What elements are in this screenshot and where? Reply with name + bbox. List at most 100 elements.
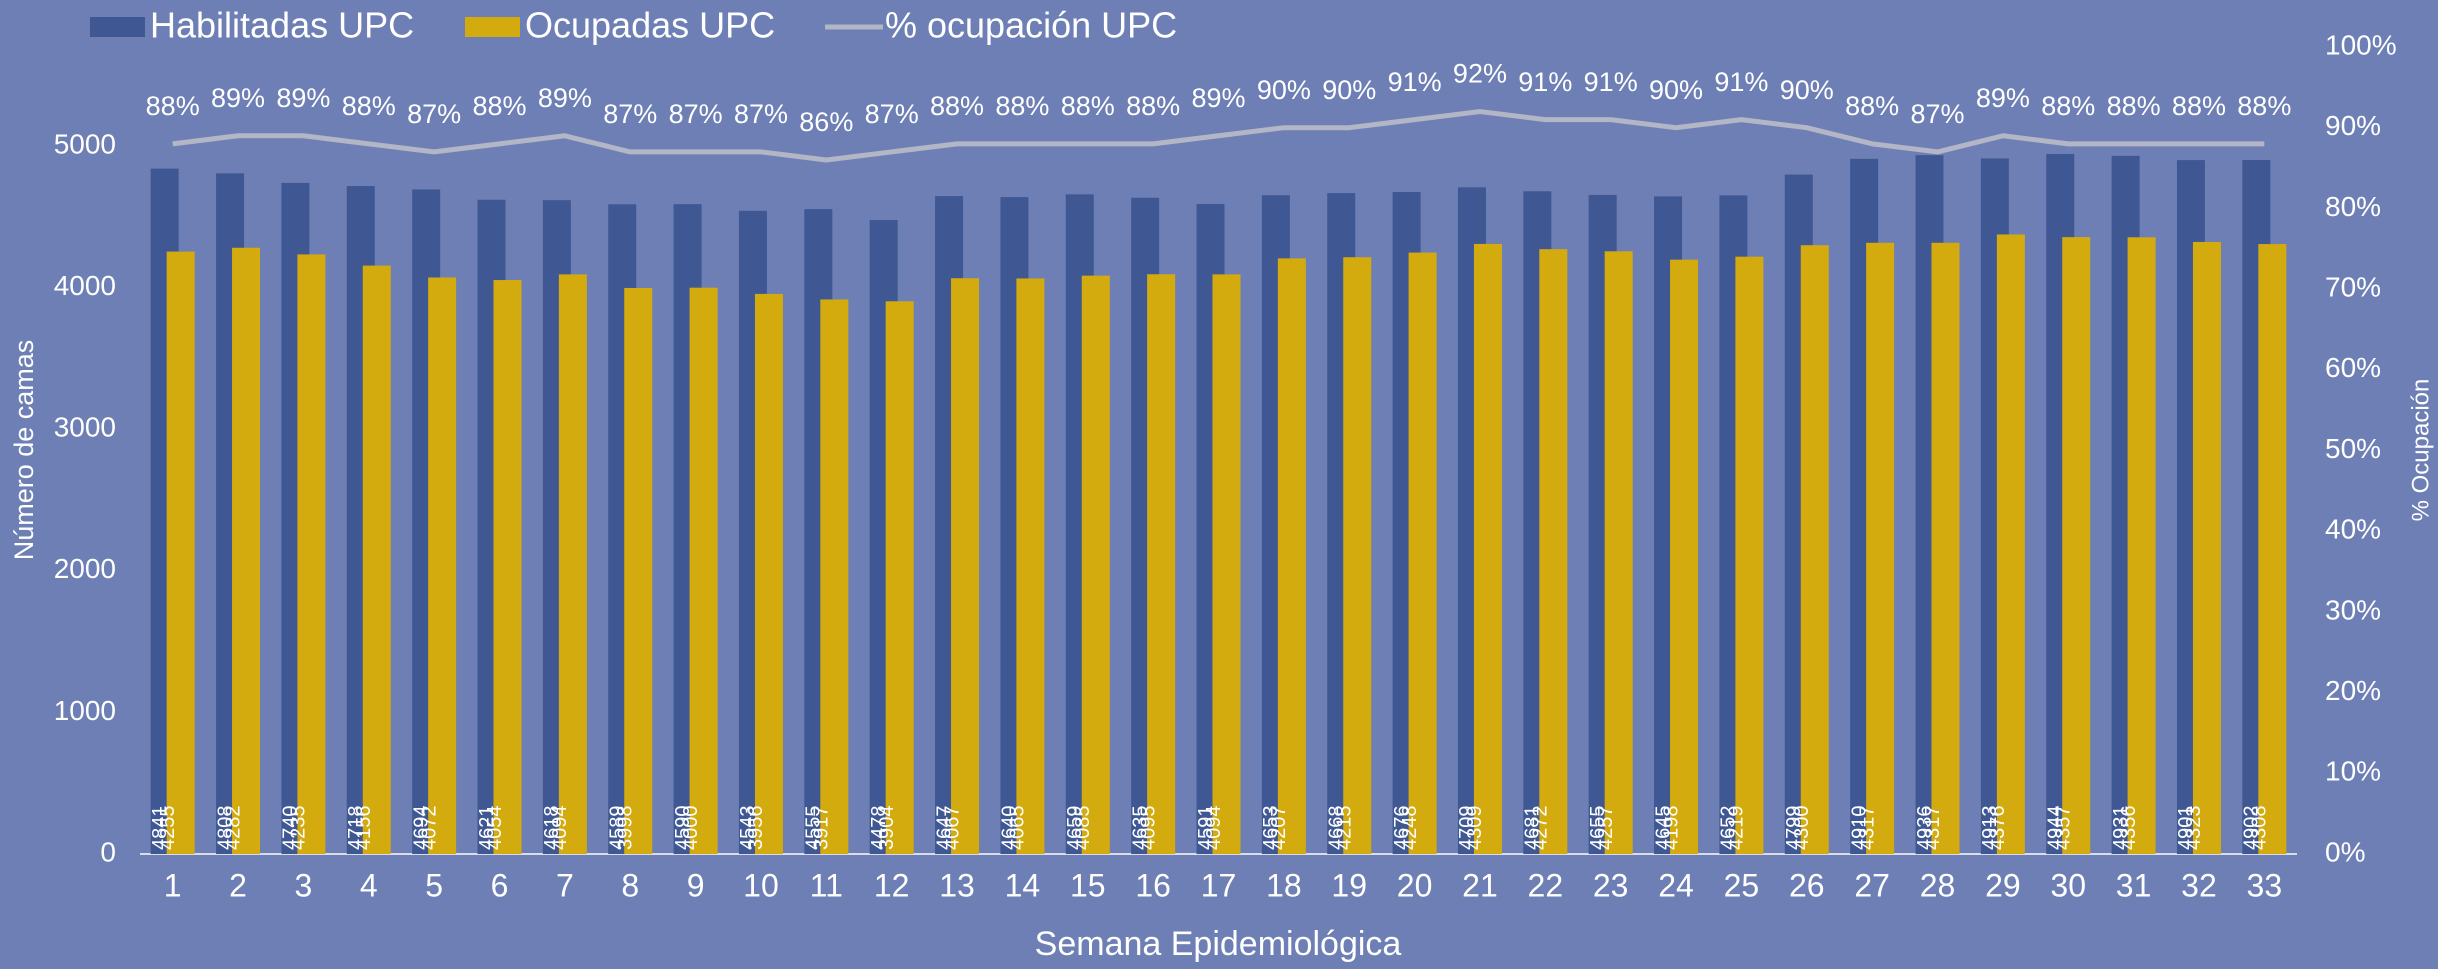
x-tick-label: 10: [743, 867, 779, 903]
x-tick-label: 6: [491, 867, 509, 903]
x-tick-label: 26: [1789, 867, 1825, 903]
x-tick-label: 2: [229, 867, 247, 903]
bar-value-label: 4478: [868, 806, 890, 851]
bar: [1735, 256, 1764, 854]
bar-value-label: 4808: [214, 806, 236, 851]
line-value-label: 88%: [2107, 91, 2161, 121]
line-value-label: 88%: [2041, 91, 2095, 121]
bar-value-label: 4694: [410, 806, 432, 851]
line-value-label: 90%: [1649, 75, 1703, 105]
line-value-label: 88%: [995, 91, 1049, 121]
bar-value-label: 4590: [672, 806, 694, 851]
bar: [1343, 257, 1372, 854]
x-tick-label: 33: [2247, 867, 2283, 903]
bar-value-label: 4618: [541, 806, 563, 851]
bar-value-label: 4272: [1530, 806, 1552, 851]
y-tick-label: 4000: [54, 270, 116, 301]
bar-value-label: 4067: [941, 806, 963, 851]
line-value-label: 87%: [407, 99, 461, 129]
x-tick-label: 30: [2050, 867, 2086, 903]
x-tick-label: 19: [1331, 867, 1367, 903]
y-axis-title: Número de camas: [9, 340, 39, 561]
bar-value-label: 4095: [1137, 806, 1159, 851]
bar: [1800, 245, 1829, 855]
bar: [1866, 242, 1895, 854]
x-tick-label: 14: [1005, 867, 1041, 903]
bar: [1539, 249, 1568, 854]
bar-value-label: 4317: [1922, 806, 1944, 851]
x-tick-label: 7: [556, 867, 574, 903]
line: [172, 109, 2265, 163]
bar-value-label: 4357: [2053, 806, 2075, 851]
line-value-label: 88%: [2172, 91, 2226, 121]
bar-value-label: 4652: [1718, 806, 1740, 851]
line-value-label: 89%: [211, 83, 265, 113]
bar-value-label: 4653: [1260, 806, 1282, 851]
line-value-label: 91%: [1714, 67, 1768, 97]
y-tick-label: 1000: [54, 695, 116, 726]
line-value-label: 87%: [865, 99, 919, 129]
bar: [1081, 275, 1110, 854]
bar-value-label: 4000: [680, 806, 702, 851]
bar-value-label: 4635: [1129, 806, 1151, 851]
bar-value-label: 3998: [615, 806, 637, 851]
bar: [885, 301, 914, 855]
bar-value-label: 4235: [288, 806, 310, 851]
bar: [1147, 274, 1176, 854]
bar: [166, 251, 195, 855]
bar-value-label: 4317: [1856, 806, 1878, 851]
line-value-label: 87%: [734, 99, 788, 129]
bar: [1931, 242, 1960, 854]
line-value-label: 92%: [1453, 59, 1507, 89]
bar: [1408, 252, 1437, 854]
bar-value-label: 4309: [1464, 806, 1486, 851]
line-value-label: 89%: [538, 83, 592, 113]
line-value-label: 87%: [603, 99, 657, 129]
bar: [624, 287, 653, 854]
x-tick-label: 3: [295, 867, 313, 903]
bar-value-label: 4198: [1660, 806, 1682, 851]
legend-label: Habilitadas UPC: [150, 5, 414, 46]
bar: [232, 247, 261, 855]
bar-value-label: 4647: [933, 806, 955, 851]
line-value-label: 89%: [1191, 83, 1245, 113]
bar-value-label: 4094: [1203, 806, 1225, 851]
bar-value-label: 4555: [803, 806, 825, 851]
line-value-label: 91%: [1518, 67, 1572, 97]
bar-value-label: 4376: [1987, 806, 2009, 851]
bar: [362, 265, 391, 854]
line-value-label: 89%: [276, 83, 330, 113]
y2-tick-label: 100%: [2325, 29, 2397, 60]
y2-axis-title: % Ocupación: [2407, 379, 2434, 522]
x-tick-label: 9: [687, 867, 705, 903]
bar-value-label: 4248: [1399, 806, 1421, 851]
bar: [428, 277, 457, 854]
bar: [689, 287, 718, 854]
x-axis-title: Semana Epidemiológica: [1035, 925, 1402, 963]
line-value-label: 88%: [2237, 91, 2291, 121]
bar: [1277, 258, 1306, 854]
bar: [297, 254, 326, 855]
x-tick-label: 20: [1397, 867, 1433, 903]
bar-value-label: 3917: [811, 806, 833, 851]
bar: [1670, 259, 1699, 854]
bar-value-label: 4054: [484, 806, 506, 851]
bar: [1212, 274, 1241, 854]
bar-value-label: 4640: [999, 806, 1021, 851]
bar-value-label: 4219: [1726, 806, 1748, 851]
line-value-label: 91%: [1388, 67, 1442, 97]
bar-value-label: 4589: [607, 806, 629, 851]
line-value-label: 88%: [1126, 91, 1180, 121]
x-tick-label: 4: [360, 867, 378, 903]
x-tick-label: 15: [1070, 867, 1106, 903]
bar-value-label: 4094: [549, 806, 571, 851]
bar-value-label: 4645: [1652, 806, 1674, 851]
x-tick-label: 12: [874, 867, 910, 903]
x-tick-label: 28: [1920, 867, 1956, 903]
bar-value-label: 4215: [1334, 806, 1356, 851]
legend-label: % ocupación UPC: [885, 5, 1177, 46]
bar: [2062, 237, 2091, 855]
y2-tick-label: 30%: [2325, 594, 2381, 625]
x-tick-label: 22: [1528, 867, 1564, 903]
